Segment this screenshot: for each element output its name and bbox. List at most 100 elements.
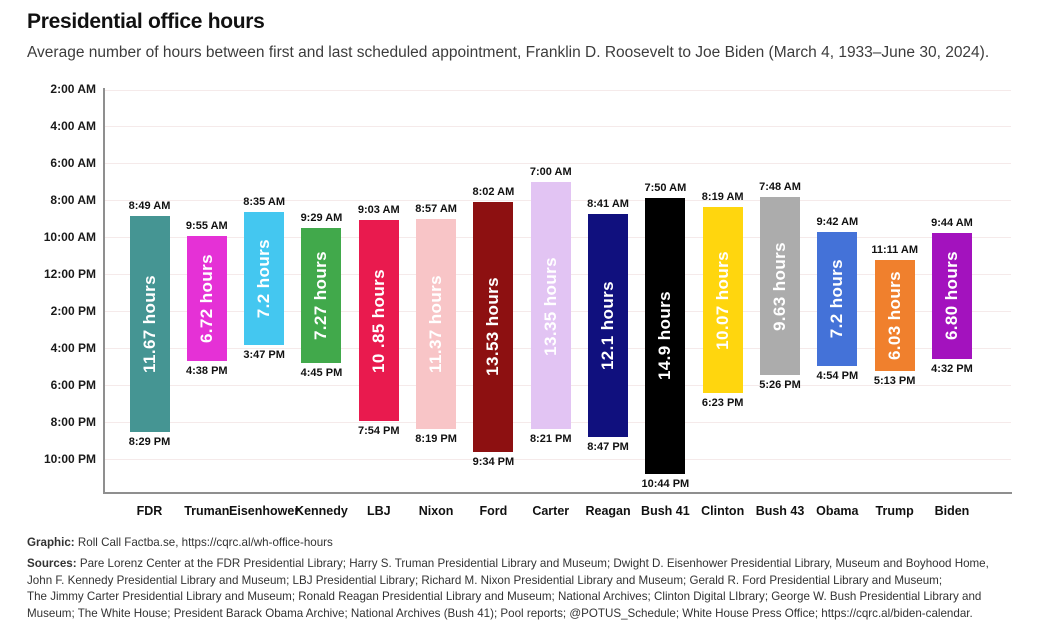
x-axis-label-fdr: FDR xyxy=(136,504,163,518)
bar-end-time-label: 7:54 PM xyxy=(357,425,400,438)
bar-end-time-label: 4:45 PM xyxy=(300,366,343,379)
bar-start-time-label: 8:02 AM xyxy=(472,185,515,198)
bar-start-time-label: 8:35 AM xyxy=(243,195,286,208)
bar-eisenhower: 7.2 hours xyxy=(244,211,285,345)
bar-kennedy: 7.27 hours xyxy=(301,228,342,363)
sources-line: The Jimmy Carter Presidential Library an… xyxy=(27,590,982,604)
sources-line: Museum; The White House; President Barac… xyxy=(27,606,973,620)
y-axis-tick-label: 8:00 PM xyxy=(50,414,96,429)
bar-duration-label: 10 .85 hours xyxy=(368,268,388,373)
x-axis-label-bush-43: Bush 43 xyxy=(755,504,805,518)
x-axis-label-kennedy: Kennedy xyxy=(295,504,348,518)
gridline-4:00-am xyxy=(104,126,1011,128)
bar-fdr: 11.67 hours xyxy=(129,216,170,432)
x-axis-label-eisenhower: Eisenhower xyxy=(229,504,300,518)
bar-end-time-label: 4:32 PM xyxy=(931,362,973,375)
bar-start-time-label: 11:11 AM xyxy=(871,243,918,256)
bar-end-time-label: 9:34 PM xyxy=(472,455,515,468)
bar-duration-label: 9.63 hours xyxy=(770,241,790,331)
y-axis-tick-label: 10:00 PM xyxy=(43,451,96,466)
bar-ford: 13.53 hours xyxy=(473,201,514,452)
gridline-2:00-am xyxy=(104,89,1011,91)
bar-duration-label: 6.72 hours xyxy=(196,254,216,344)
bar-end-time-label: 4:54 PM xyxy=(816,369,859,382)
x-axis-label-ford: Ford xyxy=(479,504,508,518)
bar-end-time-label: 5:13 PM xyxy=(873,375,916,388)
bar-start-time-label: 7:00 AM xyxy=(529,166,572,179)
y-axis-tick-label: 4:00 AM xyxy=(50,118,96,133)
bar-start-time-label: 9:55 AM xyxy=(185,220,228,233)
bar-end-time-label: 4:38 PM xyxy=(186,364,228,377)
bar-start-time-label: 7:48 AM xyxy=(759,181,801,194)
bar-end-time-label: 10:44 PM xyxy=(641,477,690,490)
y-axis-line xyxy=(103,88,105,494)
bar-bush-43: 9.63 hours xyxy=(760,197,801,376)
y-axis-tick-label: 6:00 AM xyxy=(50,155,96,170)
y-axis-tick-label: 2:00 PM xyxy=(50,303,96,318)
graphic-credit-text: Roll Call Factba.se, https://cqrc.al/wh-… xyxy=(74,536,333,549)
bar-lbj: 10 .85 hours xyxy=(358,220,399,422)
x-axis-label-truman: Truman xyxy=(184,504,230,518)
bar-duration-label: 12.1 hours xyxy=(598,281,618,371)
bar-start-time-label: 8:19 AM xyxy=(701,190,744,203)
bar-start-time-label: 9:44 AM xyxy=(931,217,973,230)
bar-duration-label: 14.9 hours xyxy=(655,291,675,381)
bar-duration-label: 6.80 hours xyxy=(941,251,961,341)
bar-reagan: 12.1 hours xyxy=(588,213,629,438)
bar-duration-label: 7.2 hours xyxy=(827,259,847,339)
page-subtitle: Average number of hours between first an… xyxy=(27,44,990,61)
y-axis-tick-label: 12:00 PM xyxy=(43,266,96,281)
bar-start-time-label: 8:57 AM xyxy=(415,202,457,215)
page-title: Presidential office hours xyxy=(27,10,265,33)
bar-duration-label: 6.03 hours xyxy=(884,271,904,361)
bar-clinton: 10.07 hours xyxy=(702,206,743,394)
bar-nixon: 11.37 hours xyxy=(416,218,457,429)
gridline-6:00-am xyxy=(104,163,1011,165)
sources-line: John F. Kennedy Presidential Library and… xyxy=(27,573,943,587)
sources-line-text: Pare Lorenz Center at the FDR Presidenti… xyxy=(76,557,989,570)
sources-note: Sources: Pare Lorenz Center at the FDR P… xyxy=(27,556,989,622)
x-axis-line xyxy=(103,492,1012,494)
bar-end-time-label: 8:21 PM xyxy=(529,433,572,446)
y-axis-tick-label: 4:00 PM xyxy=(50,340,96,355)
bar-start-time-label: 9:03 AM xyxy=(357,204,400,217)
sources-line: Sources: Pare Lorenz Center at the FDR P… xyxy=(27,556,989,573)
gridline-10:00-pm xyxy=(104,459,1011,461)
bar-truman: 6.72 hours xyxy=(186,236,227,361)
bar-end-time-label: 3:47 PM xyxy=(243,348,285,361)
x-axis-label-clinton: Clinton xyxy=(701,504,745,518)
bar-start-time-label: 7:50 AM xyxy=(644,181,687,194)
bar-end-time-label: 8:47 PM xyxy=(587,441,629,454)
bar-duration-label: 7.2 hours xyxy=(254,238,274,318)
bar-trump: 6.03 hours xyxy=(874,259,915,372)
bar-duration-label: 11.67 hours xyxy=(139,275,159,373)
y-axis-tick-label: 10:00 AM xyxy=(43,229,96,244)
graphic-credit: Graphic: Roll Call Factba.se, https://cq… xyxy=(27,536,333,549)
x-axis-label-lbj: LBJ xyxy=(366,504,391,518)
bar-start-time-label: 9:42 AM xyxy=(816,216,859,229)
bar-obama: 7.2 hours xyxy=(817,232,858,366)
bar-duration-label: 10.07 hours xyxy=(712,250,732,350)
y-axis-tick-label: 8:00 AM xyxy=(50,192,96,207)
x-axis-label-carter: Carter xyxy=(532,504,570,518)
bar-carter: 13.35 hours xyxy=(530,182,571,430)
x-axis-label-biden: Biden xyxy=(934,504,970,518)
x-axis-label-bush-41: Bush 41 xyxy=(641,504,690,518)
bar-bush-41: 14.9 hours xyxy=(645,197,686,474)
bar-start-time-label: 9:29 AM xyxy=(300,212,343,225)
bar-end-time-label: 5:26 PM xyxy=(759,379,801,392)
bar-end-time-label: 8:19 PM xyxy=(415,432,457,445)
graphic-credit-label: Graphic: xyxy=(27,536,75,549)
bar-duration-label: 13.53 hours xyxy=(483,277,503,377)
x-axis-label-trump: Trump xyxy=(875,504,914,518)
y-axis-tick-label: 2:00 AM xyxy=(50,82,96,96)
bar-start-time-label: 8:41 AM xyxy=(587,197,629,210)
bar-biden: 6.80 hours xyxy=(931,233,972,359)
bar-end-time-label: 8:29 PM xyxy=(128,435,171,448)
x-axis-label-nixon: Nixon xyxy=(418,504,454,518)
x-axis-label-obama: Obama xyxy=(816,504,859,518)
sources-label: Sources: xyxy=(27,557,77,570)
bar-duration-label: 13.35 hours xyxy=(540,256,560,356)
